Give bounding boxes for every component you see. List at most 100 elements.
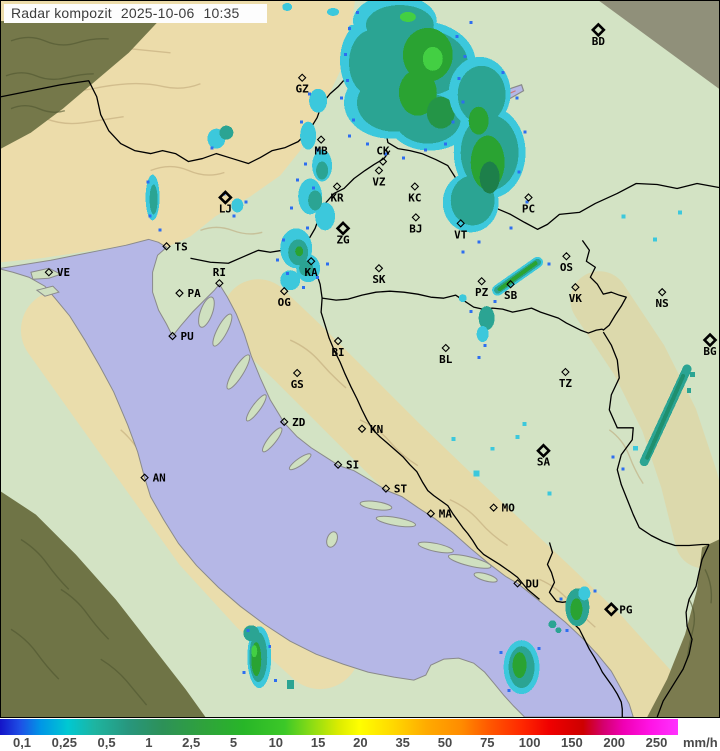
- station-marker-icon: [215, 278, 224, 288]
- legend-tick: 75: [480, 735, 495, 750]
- echo-blue-speckles: [146, 10, 625, 693]
- station-marker-icon: [357, 424, 367, 434]
- station-label: BI: [331, 346, 344, 359]
- station-label: KN: [370, 423, 383, 436]
- station-label: PU: [181, 330, 195, 343]
- station-BD: BD: [591, 22, 606, 48]
- station-marker-icon: [332, 182, 342, 191]
- station-label: RI: [213, 266, 226, 279]
- station-marker-icon: [292, 368, 302, 378]
- station-label: PA: [187, 287, 201, 300]
- station-marker-icon: [218, 190, 233, 205]
- station-PA: PA: [175, 287, 201, 300]
- station-label: ST: [394, 483, 408, 496]
- title-product: Radar kompozit: [11, 5, 112, 21]
- station-KA: KA: [305, 257, 319, 279]
- station-marker-icon: [477, 276, 486, 286]
- echo-se-streak: [633, 364, 696, 467]
- legend-tick: 1: [145, 735, 153, 750]
- station-MB: MB: [315, 135, 329, 158]
- station-marker-icon: [591, 22, 606, 38]
- station-PG: PG: [603, 601, 633, 617]
- station-GZ: GZ: [296, 73, 309, 96]
- station-OS: OS: [560, 252, 573, 274]
- station-label: VZ: [372, 175, 386, 188]
- station-label: PZ: [475, 286, 489, 299]
- station-MA: MA: [426, 508, 453, 521]
- station-marker-icon: [279, 286, 289, 296]
- station-marker-icon: [571, 282, 580, 292]
- echo-north-system: [340, 1, 476, 151]
- echo-scattered-dots: [451, 210, 683, 496]
- station-GS: GS: [291, 368, 304, 391]
- legend-tick: 200: [603, 735, 626, 750]
- station-marker-icon: [333, 460, 343, 469]
- station-label: AN: [153, 472, 166, 485]
- echo-montenegro: [503, 586, 591, 695]
- station-OG: OG: [278, 286, 291, 309]
- station-label: CK: [376, 145, 390, 158]
- legend-tick: 20: [353, 735, 368, 750]
- legend-colorbar: [0, 719, 678, 735]
- station-label: BJ: [409, 222, 422, 235]
- title-time: 10:35: [203, 5, 240, 21]
- station-label: SK: [372, 273, 386, 286]
- legend-tick: 0,1: [12, 735, 32, 750]
- station-marker-icon: [562, 252, 571, 261]
- station-SA: SA: [536, 443, 551, 469]
- station-marker-icon: [536, 443, 551, 459]
- station-label: MO: [502, 502, 516, 515]
- station-marker-icon: [316, 135, 326, 144]
- station-PZ: PZ: [475, 276, 489, 299]
- bosnia-east-hills: [570, 271, 719, 569]
- echo-east-blob: [442, 56, 526, 233]
- station-marker-icon: [426, 509, 436, 518]
- station-KR: KR: [330, 182, 344, 204]
- radar-map: GZ BD MB CK VZ LJ KR KC BJ VT PC ZG TS KA SK OS PZ VK SB NS…: [0, 0, 720, 718]
- station-marker-icon: [603, 601, 619, 617]
- station-LJ: LJ: [218, 190, 233, 215]
- station-marker-icon: [441, 343, 451, 353]
- station-label: KA: [305, 266, 319, 279]
- echo-west-column: [280, 88, 336, 291]
- legend-tick: 50: [437, 735, 453, 750]
- station-marker-icon: [702, 332, 718, 348]
- station-ZG: ZG: [335, 221, 351, 246]
- station-label: OS: [560, 261, 573, 274]
- legend-tick: 0,25: [51, 735, 77, 750]
- station-VK: VK: [569, 282, 582, 305]
- station-marker-icon: [168, 331, 177, 341]
- station-marker-icon: [297, 73, 307, 83]
- station-marker-icon: [333, 336, 343, 346]
- station-PC: PC: [522, 193, 535, 215]
- station-VZ: VZ: [372, 166, 386, 188]
- station-label: PG: [619, 603, 633, 616]
- station-label: BG: [703, 345, 717, 358]
- station-marker-icon: [279, 417, 289, 427]
- station-CK: CK: [376, 145, 390, 166]
- station-marker-icon: [306, 257, 316, 266]
- station-marker-icon: [524, 193, 533, 202]
- out-of-range-regions: [1, 1, 719, 717]
- station-marker-icon: [374, 166, 384, 175]
- station-SI: SI: [333, 459, 359, 472]
- station-TZ: TZ: [559, 367, 572, 390]
- station-label: BL: [439, 353, 453, 366]
- station-marker-icon: [410, 182, 420, 191]
- legend-tick: 250: [645, 735, 668, 750]
- station-label: MA: [439, 508, 453, 521]
- dinaric-highland-band: [222, 279, 701, 717]
- station-BL: BL: [439, 343, 453, 366]
- station-marker-icon: [378, 157, 388, 166]
- station-label: SI: [346, 459, 359, 472]
- border-drina: [602, 331, 710, 547]
- islands: [30, 267, 498, 583]
- station-label: KC: [408, 191, 421, 204]
- station-TS: TS: [162, 240, 188, 253]
- station-label: DU: [526, 577, 540, 590]
- station-marker-icon: [456, 219, 465, 228]
- station-SB: SB: [504, 279, 518, 302]
- station-label: MB: [315, 145, 329, 158]
- station-VE: VE: [44, 266, 70, 279]
- legend-tick: 100: [518, 735, 541, 750]
